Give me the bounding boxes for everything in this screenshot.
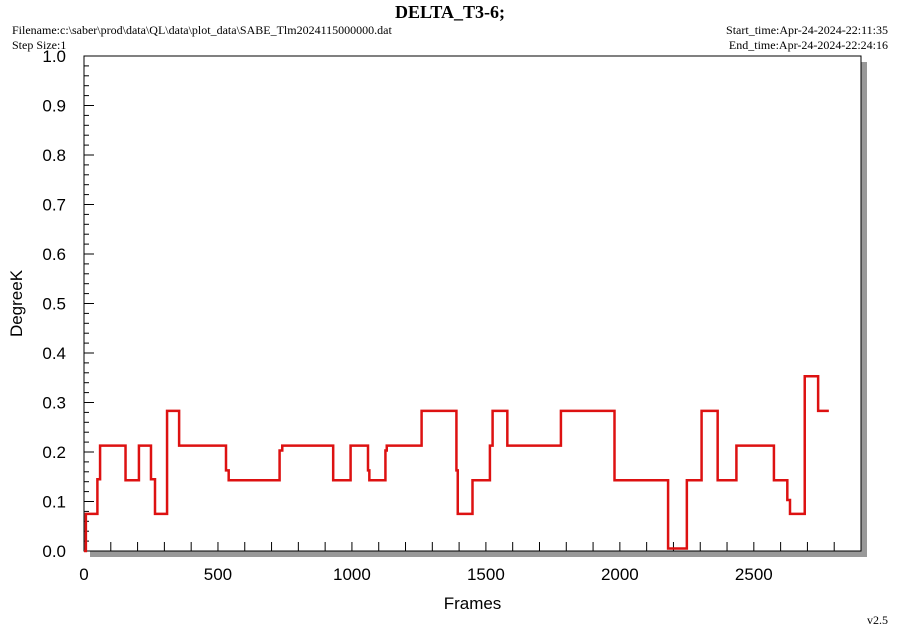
x-tick-label: 1500 (467, 565, 505, 584)
filename-label: Filename:c:\saber\prod\data\QL\data\plot… (12, 23, 392, 37)
x-tick-label: 0 (79, 565, 88, 584)
y-tick-label: 0.1 (42, 493, 66, 512)
y-tick-label: 0.3 (42, 394, 66, 413)
axis-tick-labels: 0.0 0.1 0.2 0.3 0.4 0.5 0.6 0.7 0.8 0.9 1.0 0 500 100… (42, 47, 772, 584)
series-line (84, 375, 829, 553)
start-time-label: Start_time:Apr-24-2024-22:11:35 (726, 23, 888, 37)
x-axis-label: Frames (444, 594, 502, 613)
y-tick-label: 0.6 (42, 245, 66, 264)
x-tick-label: 2000 (601, 565, 639, 584)
axis-ticks (83, 55, 862, 552)
x-tick-label: 1000 (333, 565, 371, 584)
y-tick-label: 1.0 (42, 47, 66, 66)
y-tick-label: 0.2 (42, 443, 66, 462)
x-tick-label: 2500 (735, 565, 773, 584)
plot-frame (83, 55, 862, 552)
y-tick-label: 0.0 (42, 542, 66, 561)
y-tick-label: 0.5 (42, 295, 66, 314)
chart-title: DELTA_T3-6; (394, 2, 506, 22)
y-tick-label: 0.4 (42, 344, 66, 363)
y-tick-label: 0.9 (42, 97, 66, 116)
end-time-label: End_time:Apr-24-2024-22:24:16 (728, 38, 888, 52)
version-label: v2.5 (867, 613, 888, 627)
y-tick-label: 0.7 (42, 196, 66, 215)
y-axis-label: DegreeK (7, 269, 26, 337)
y-tick-label: 0.8 (42, 146, 66, 165)
step-size-label: Step Size:1 (12, 38, 67, 52)
x-tick-label: 500 (204, 565, 232, 584)
